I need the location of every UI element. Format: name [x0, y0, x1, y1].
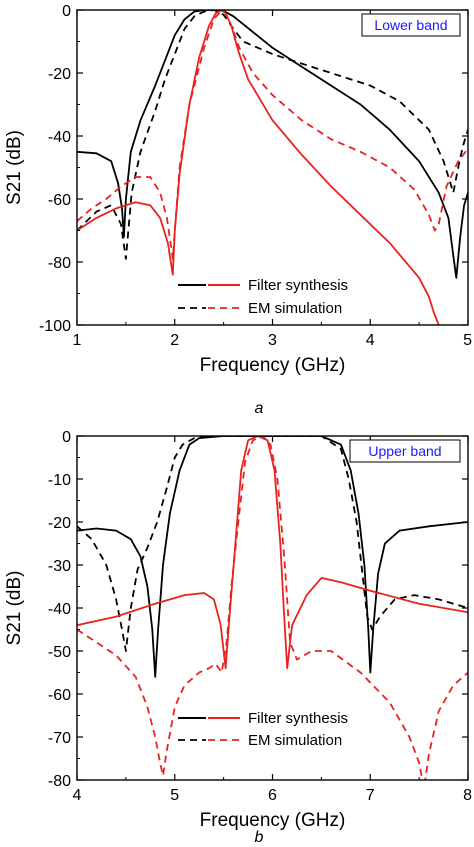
x-axis-title: Frequency (GHz): [200, 810, 346, 831]
series-line-red-dashed: [77, 436, 468, 780]
y-tick-label: -30: [48, 558, 71, 575]
legend-label: Filter synthesis: [248, 710, 348, 727]
legend-label: EM simulation: [248, 300, 342, 317]
band-label: Lower band: [374, 17, 447, 33]
series-line-black-dashed: [77, 436, 468, 652]
y-tick-label: -60: [48, 192, 71, 209]
y-tick-label: -10: [48, 472, 71, 489]
x-tick-label: 1: [73, 332, 82, 349]
series-line-black-solid: [77, 436, 468, 678]
y-axis-title: S21 (dB): [4, 130, 25, 205]
y-tick-label: -20: [48, 515, 71, 532]
x-tick-label: 3: [268, 332, 277, 349]
y-tick-label: -60: [48, 687, 71, 704]
band-label-box: [361, 13, 461, 37]
series-line-black-dashed: [77, 10, 468, 260]
series-line-black-solid: [77, 10, 468, 279]
x-tick-label: 6: [268, 787, 277, 804]
y-tick-label: -40: [48, 129, 71, 146]
x-tick-label: 8: [463, 787, 472, 804]
y-tick-label: -20: [48, 66, 71, 83]
x-tick-label: 4: [366, 332, 375, 349]
x-tick-label: 2: [170, 332, 179, 349]
x-tick-label: 7: [366, 787, 375, 804]
x-tick-label: 5: [170, 787, 179, 804]
x-axis-title: Frequency (GHz): [200, 355, 346, 376]
legend-label: EM simulation: [248, 732, 342, 749]
series-line-red-dashed: [77, 10, 468, 260]
chart-panel-a: 1 2 3 4 5 0 -20 -40 -60 -80 -100 Frequency (GHz) S21…: [4, 3, 472, 417]
series-line-red-solid: [77, 436, 468, 670]
y-tick-label: -70: [48, 730, 71, 747]
series-line-red-solid: [77, 10, 440, 325]
y-tick-label: 0: [62, 3, 71, 20]
legend-label: Filter synthesis: [248, 277, 348, 294]
panel-caption: a: [255, 400, 264, 417]
y-tick-label: -80: [48, 255, 71, 272]
y-tick-label: -100: [39, 318, 71, 335]
band-label: Upper band: [368, 443, 441, 459]
y-tick-label: -50: [48, 644, 71, 661]
x-tick-label: 4: [73, 787, 82, 804]
x-tick-label: 5: [463, 332, 472, 349]
series-group: [77, 436, 468, 780]
plot-frame: [76, 435, 469, 781]
chart-panel-b: 4 5 6 7 8 0 -10 -20 -30 -40 -50 -60 -70 -80 Frequency …: [4, 429, 472, 846]
y-axis-title: S21 (dB): [4, 571, 25, 646]
y-tick-label: -80: [48, 773, 71, 790]
panel-caption: b: [255, 829, 264, 846]
y-tick-label: -40: [48, 601, 71, 618]
y-tick-label: 0: [62, 429, 71, 446]
band-label-box: [349, 439, 461, 463]
